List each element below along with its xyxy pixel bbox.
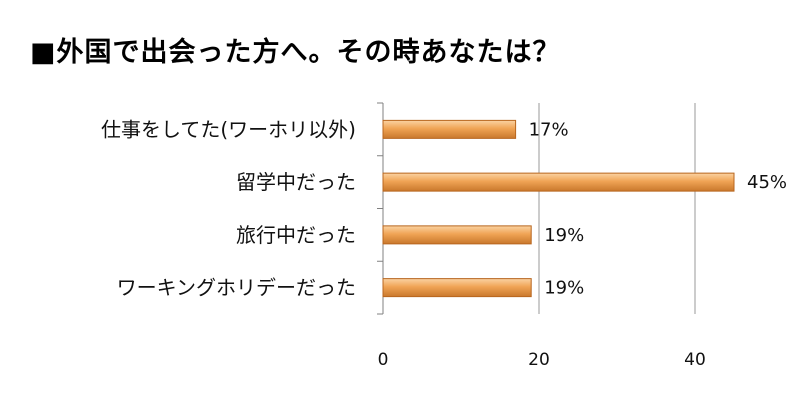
data-label-2: 45% [747,172,787,193]
x-tick-label-20: 20 [528,350,550,370]
x-tick-label-0: 0 [378,350,389,370]
x-tick-label-40: 40 [684,350,706,370]
category-label-4: ワーキングホリデーだった [117,276,356,300]
bar-4 [382,278,532,298]
category-label-1: 仕事をしてた(ワーホリ以外) [101,117,356,141]
category-label-3: 旅行中だった [236,223,356,247]
data-label-1: 17% [529,119,569,140]
bar-3 [382,225,532,245]
data-label-4: 19% [544,278,584,299]
chart-title: ■外国で出会った方へ。その時あなたは？ [30,37,561,68]
bar-1 [382,119,517,139]
bar-2 [382,172,735,192]
category-label-2: 留学中だった [236,170,356,194]
data-label-3: 19% [544,225,584,246]
